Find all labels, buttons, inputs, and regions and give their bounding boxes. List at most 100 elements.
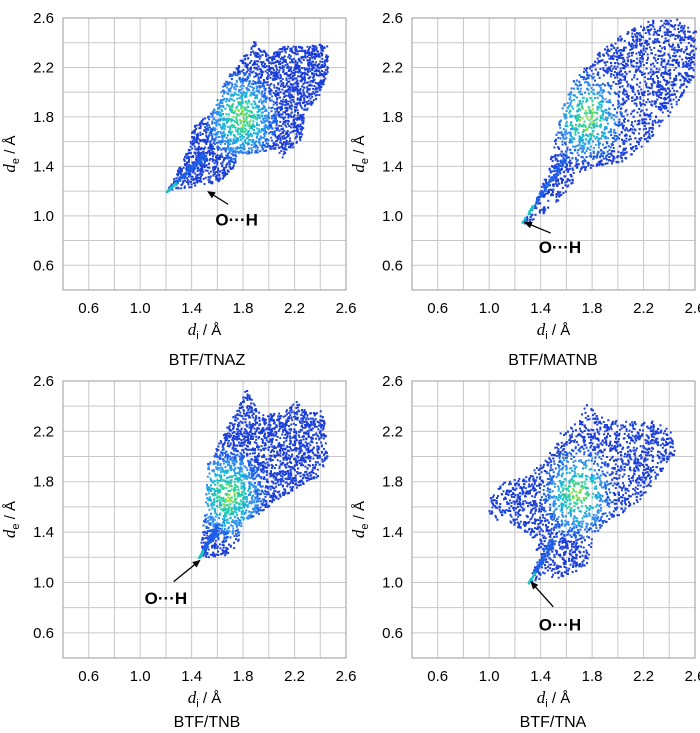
data-point xyxy=(272,92,275,94)
data-point xyxy=(234,126,237,129)
data-point xyxy=(558,124,561,127)
data-point xyxy=(664,65,667,68)
data-point xyxy=(669,77,672,80)
data-point xyxy=(618,133,621,136)
data-point xyxy=(561,140,564,143)
data-point xyxy=(214,129,216,132)
data-point xyxy=(642,64,645,66)
data-point xyxy=(221,164,224,167)
data-point xyxy=(212,171,215,174)
data-point xyxy=(241,87,244,90)
data-point xyxy=(196,170,199,173)
data-point xyxy=(318,71,321,74)
data-point xyxy=(248,147,250,150)
data-point xyxy=(223,170,226,173)
data-point xyxy=(303,75,306,78)
data-point xyxy=(274,95,277,98)
data-point xyxy=(247,124,250,127)
data-point xyxy=(212,126,215,129)
data-point xyxy=(658,124,661,127)
data-point xyxy=(311,47,314,50)
data-point xyxy=(264,51,266,54)
data-point xyxy=(218,147,221,149)
data-point xyxy=(215,136,218,139)
data-point xyxy=(616,76,619,79)
data-point xyxy=(288,124,291,127)
data-point xyxy=(597,146,600,149)
data-point xyxy=(283,59,286,61)
data-point xyxy=(559,137,562,140)
data-point xyxy=(268,61,271,64)
data-point xyxy=(297,91,300,94)
data-point xyxy=(647,31,650,34)
data-point xyxy=(310,62,313,65)
data-point xyxy=(219,124,222,127)
data-point xyxy=(241,128,244,131)
data-point xyxy=(268,127,271,130)
data-point xyxy=(192,164,195,167)
data-point xyxy=(591,108,594,111)
data-point xyxy=(607,137,610,140)
data-point xyxy=(651,73,654,76)
data-point xyxy=(275,55,278,57)
data-point xyxy=(245,116,248,119)
data-point xyxy=(612,54,615,57)
data-point xyxy=(190,155,193,158)
data-point xyxy=(564,184,567,187)
data-point xyxy=(309,61,312,64)
data-point xyxy=(311,73,314,76)
data-point xyxy=(639,114,642,117)
data-point xyxy=(320,72,323,75)
data-point xyxy=(277,55,280,58)
data-point xyxy=(313,85,316,87)
data-point xyxy=(216,148,219,151)
data-point xyxy=(651,127,654,130)
data-point xyxy=(245,121,248,124)
data-point xyxy=(658,68,661,71)
data-point xyxy=(319,79,322,82)
data-point xyxy=(566,102,569,105)
data-point xyxy=(282,123,285,125)
data-point xyxy=(284,121,287,124)
data-point xyxy=(623,59,626,62)
data-point xyxy=(262,104,265,107)
data-point xyxy=(305,108,308,111)
data-point xyxy=(647,93,650,96)
data-point xyxy=(242,84,245,87)
data-point xyxy=(664,33,667,36)
data-point xyxy=(257,129,260,132)
data-point xyxy=(315,46,318,49)
data-point xyxy=(673,28,676,31)
data-point xyxy=(206,152,209,155)
data-point xyxy=(644,103,646,106)
data-point xyxy=(589,145,592,148)
data-point xyxy=(552,170,555,173)
data-point xyxy=(222,132,225,135)
data-point xyxy=(294,86,297,89)
data-point xyxy=(263,133,265,136)
data-point xyxy=(642,49,645,51)
data-point xyxy=(302,77,305,80)
data-point xyxy=(249,70,252,73)
data-point xyxy=(298,59,301,62)
data-point xyxy=(250,144,253,146)
data-point xyxy=(292,115,295,118)
data-point xyxy=(197,173,200,176)
data-point xyxy=(246,88,249,90)
data-point xyxy=(273,84,276,87)
data-point xyxy=(648,135,651,138)
data-point xyxy=(187,167,190,170)
data-point xyxy=(282,56,285,59)
data-point xyxy=(289,131,292,134)
data-point xyxy=(294,63,297,66)
data-point xyxy=(300,105,303,108)
data-point xyxy=(202,140,205,143)
data-point xyxy=(256,85,259,88)
data-point xyxy=(204,159,206,162)
data-point xyxy=(324,68,327,71)
data-point xyxy=(257,65,260,68)
data-point xyxy=(273,130,276,133)
data-point xyxy=(308,88,311,91)
data-point xyxy=(212,168,215,171)
data-point xyxy=(268,116,271,119)
